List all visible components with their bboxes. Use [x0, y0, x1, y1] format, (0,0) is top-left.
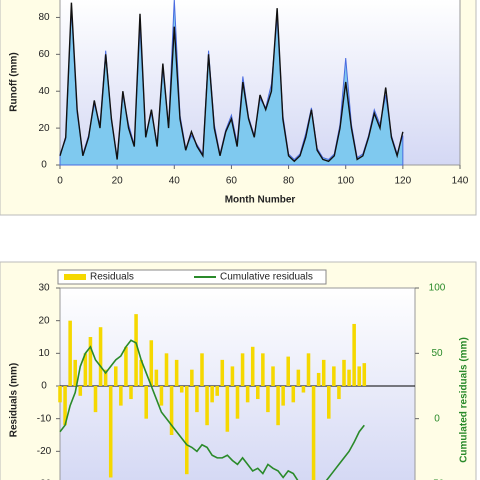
x-tick-label: 20: [112, 176, 124, 187]
legend-label: Residuals: [90, 272, 134, 283]
y-tick-label: 10: [38, 348, 50, 359]
bar: [93, 386, 98, 413]
bar: [291, 386, 296, 403]
bar: [240, 353, 245, 386]
bar: [230, 366, 235, 386]
bar: [139, 359, 143, 386]
bar: [108, 386, 113, 478]
bar: [154, 369, 159, 386]
bar: [311, 386, 316, 480]
y2-tick-label: 0: [434, 413, 440, 424]
y-tick-label: 0: [41, 381, 47, 392]
bar: [271, 366, 275, 386]
bar: [58, 386, 62, 403]
y2-tick-label: -50: [430, 479, 445, 480]
bar: [68, 320, 72, 386]
y-tick-label: -20: [37, 446, 52, 457]
bar: [119, 386, 123, 406]
bar: [78, 386, 83, 396]
bar: [342, 359, 346, 386]
y2-tick-label: 50: [431, 348, 443, 359]
bar: [83, 353, 88, 386]
bar: [103, 369, 108, 386]
bar: [306, 353, 311, 386]
bar: [210, 386, 214, 403]
bar: [205, 386, 209, 426]
bar: [332, 366, 336, 386]
y-tick-label: 20: [38, 123, 50, 134]
bar: [357, 366, 361, 386]
line: [59, 339, 365, 480]
line: [59, 2, 404, 163]
x-tick-label: 140: [452, 176, 469, 187]
bar: [337, 386, 341, 400]
bar: [352, 323, 356, 386]
bar: [98, 327, 103, 386]
y-tick-label: 80: [38, 12, 50, 23]
bar: [220, 359, 225, 386]
bar: [245, 386, 250, 403]
y-tick-label: 40: [38, 86, 50, 97]
bar: [134, 314, 138, 386]
bar: [250, 346, 255, 386]
bar: [362, 363, 367, 386]
bar: [159, 386, 164, 406]
bar: [266, 386, 270, 413]
y-tick-label: 30: [38, 283, 50, 294]
x-tick-label: 0: [57, 176, 63, 187]
bar: [129, 386, 133, 400]
bar: [327, 386, 331, 419]
bar: [179, 386, 184, 393]
bar: [261, 353, 265, 386]
legend-swatch: [64, 274, 86, 280]
bar: [225, 386, 230, 432]
bar: [321, 359, 326, 386]
bar: [73, 359, 77, 386]
y-tick-label: 0: [41, 160, 47, 171]
bar: [169, 386, 174, 435]
y-tick-label: -30: [37, 479, 52, 480]
y-tick-label: 20: [38, 315, 50, 326]
bar: [296, 369, 301, 386]
bar: [149, 340, 154, 386]
y-tick-label: 60: [38, 49, 50, 60]
bar: [286, 356, 290, 386]
x-tick-label: 80: [283, 176, 295, 187]
bar: [88, 337, 93, 386]
bar: [63, 386, 67, 426]
bar: [276, 386, 280, 426]
x-tick-label: 60: [226, 176, 238, 187]
bar: [301, 386, 306, 393]
plot-bottom: [59, 287, 416, 480]
y-tick-label: -10: [37, 413, 52, 424]
bar: [215, 386, 219, 396]
bar: [174, 359, 179, 386]
x-label: Month Number: [225, 195, 296, 206]
bar: [190, 369, 194, 386]
bar: [195, 386, 199, 413]
x-tick-label: 40: [169, 176, 181, 187]
legend: [57, 269, 327, 285]
y-label: Residuals (mm): [9, 363, 20, 437]
bar: [164, 353, 169, 386]
bar: [235, 386, 240, 419]
bar: [347, 369, 351, 386]
bar: [200, 353, 204, 386]
y-label: Runoff (mm): [9, 52, 20, 111]
bar: [124, 346, 128, 386]
bar: [256, 386, 260, 400]
bar: [144, 386, 148, 419]
y2-label: Cumulated residuals (mm): [459, 337, 470, 463]
y2-tick-label: 100: [429, 283, 446, 294]
x-tick-label: 100: [337, 176, 354, 187]
bar: [185, 386, 189, 475]
legend-label: Cumulative residuals: [220, 272, 313, 283]
bar: [316, 372, 321, 386]
bar: [281, 386, 285, 406]
x-tick-label: 120: [395, 176, 412, 187]
bar: [114, 366, 118, 386]
